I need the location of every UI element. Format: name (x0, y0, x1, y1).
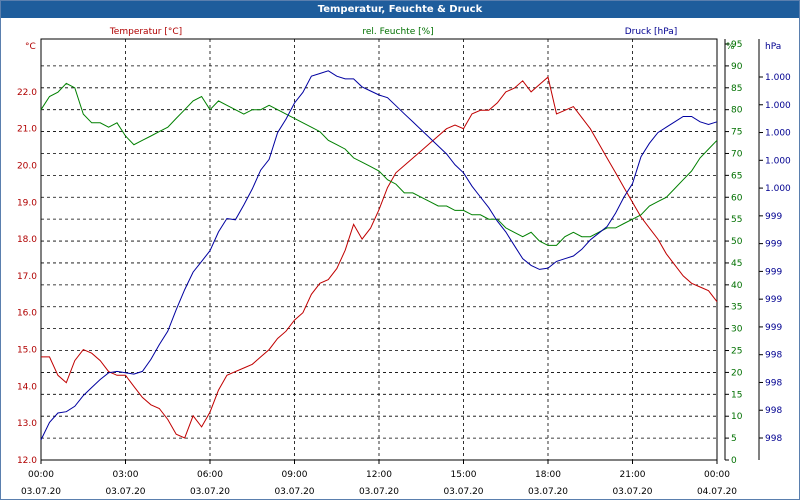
temp-tick-label: 12.0 (17, 456, 37, 466)
humidity-tick-label: 5 (731, 434, 737, 444)
x-tick-label-time: 09:00 (282, 470, 308, 480)
pressure-tick-label: 999 (765, 323, 782, 333)
pressure-tick-label: 999 (765, 295, 782, 305)
humidity-tick-label: 25 (731, 347, 742, 357)
temp-tick-label: 13.0 (17, 419, 37, 429)
temp-tick-label: 21.0 (17, 125, 37, 135)
humidity-tick-label: 90 (731, 62, 743, 72)
pressure-tick-label: 998 (765, 406, 782, 416)
x-tick-label-time: 21:00 (620, 470, 646, 480)
x-tick-label-date: 03.07.20 (443, 487, 483, 497)
humidity-tick-label: 20 (731, 368, 743, 378)
x-tick-label-time: 15:00 (451, 470, 477, 480)
series-header-pressure: Druck [hPa] (625, 27, 678, 37)
humidity-tick-label: 45 (731, 259, 742, 269)
pressure-tick-label: 998 (765, 378, 782, 388)
pressure-tick-label: 1.000 (765, 73, 791, 83)
humidity-tick-label: 60 (731, 193, 743, 203)
temp-tick-label: 22.0 (17, 88, 37, 98)
humidity-axis-unit: % (726, 42, 735, 52)
x-tick-label-date: 03.07.20 (274, 487, 314, 497)
pressure-tick-label: 1.000 (765, 184, 791, 194)
temp-tick-label: 16.0 (17, 309, 37, 319)
pressure-tick-label: 998 (765, 434, 782, 444)
pressure-tick-label: 998 (765, 351, 782, 361)
temp-tick-label: 20.0 (17, 161, 37, 171)
pressure-tick-label: 1.000 (765, 129, 791, 139)
x-tick-label-date: 03.07.20 (105, 487, 145, 497)
humidity-tick-label: 30 (731, 325, 743, 335)
chart-title: Temperatur, Feuchte & Druck (1, 1, 799, 18)
x-tick-label-date: 03.07.20 (190, 487, 230, 497)
humidity-tick-label: 10 (731, 412, 743, 422)
x-tick-label-time: 00:00 (704, 470, 730, 480)
x-tick-label-date: 03.07.20 (359, 487, 399, 497)
series-header-temp: Temperatur [°C] (109, 27, 182, 37)
x-tick-label-time: 18:00 (535, 470, 561, 480)
temp-axis-unit: °C (25, 42, 36, 52)
x-tick-label-time: 00:00 (28, 470, 54, 480)
humidity-tick-label: 80 (731, 106, 743, 116)
temp-tick-label: 14.0 (17, 382, 37, 392)
series-line-temp (41, 76, 718, 439)
temp-tick-label: 18.0 (17, 235, 37, 245)
humidity-tick-label: 0 (731, 456, 737, 466)
humidity-tick-label: 70 (731, 149, 743, 159)
humidity-tick-label: 95 (731, 40, 742, 50)
pressure-tick-label: 999 (765, 267, 782, 277)
temp-tick-label: 17.0 (17, 272, 37, 282)
temp-tick-label: 19.0 (17, 198, 37, 208)
x-tick-label-date: 03.07.20 (528, 487, 568, 497)
pressure-axis-unit: hPa (765, 42, 781, 52)
x-tick-label-time: 03:00 (113, 470, 139, 480)
series-line-pressure (40, 70, 718, 441)
humidity-tick-label: 35 (731, 303, 742, 313)
humidity-tick-label: 50 (731, 237, 743, 247)
pressure-tick-label: 999 (765, 212, 782, 222)
x-tick-label-date: 04.07.20 (697, 487, 737, 497)
humidity-tick-label: 85 (731, 84, 742, 94)
humidity-tick-label: 75 (731, 128, 742, 138)
x-tick-label-date: 03.07.20 (612, 487, 652, 497)
x-tick-label-time: 12:00 (366, 470, 392, 480)
pressure-tick-label: 999 (765, 240, 782, 250)
x-tick-label-date: 03.07.20 (21, 487, 61, 497)
pressure-tick-label: 1.000 (765, 101, 791, 111)
series-header-humidity: rel. Feuchte [%] (362, 27, 433, 37)
humidity-tick-label: 55 (731, 215, 742, 225)
humidity-tick-label: 65 (731, 171, 742, 181)
pressure-tick-label: 1.000 (765, 156, 791, 166)
x-tick-label-time: 06:00 (197, 470, 223, 480)
humidity-tick-label: 15 (731, 390, 742, 400)
humidity-tick-label: 40 (731, 281, 743, 291)
temp-tick-label: 15.0 (17, 346, 37, 356)
